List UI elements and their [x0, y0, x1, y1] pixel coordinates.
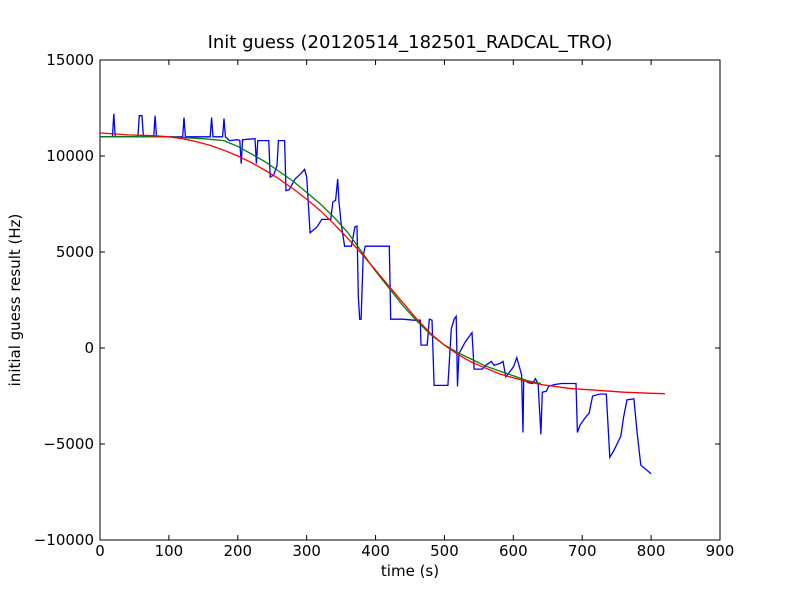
plot-area — [99, 59, 721, 541]
x-tick-label: 100 — [155, 542, 184, 560]
y-tick-label: 0 — [84, 339, 94, 357]
series-layer — [100, 113, 665, 475]
y-tick-label: 10000 — [46, 147, 94, 165]
x-axis-label: time (s) — [381, 562, 439, 580]
x-tick-label: 0 — [95, 542, 105, 560]
x-tick-label: 200 — [223, 542, 252, 560]
chart-title: Init guess (20120514_182501_RADCAL_TRO) — [208, 32, 613, 53]
x-tick-label: 600 — [499, 542, 528, 560]
tick-layer: 0 100 200 300 400 500 600 700 800 900 −10000 −5000 0… — [34, 51, 735, 560]
series-line-2 — [100, 136, 542, 385]
x-tick-label: 500 — [430, 542, 459, 560]
series-line-3 — [100, 132, 665, 395]
y-tick-label: 15000 — [46, 51, 94, 69]
y-tick-label: −10000 — [34, 531, 94, 549]
x-tick-label: 300 — [292, 542, 321, 560]
y-tick-label: 5000 — [56, 243, 94, 261]
x-tick-label: 400 — [361, 542, 390, 560]
x-tick-label: 700 — [568, 542, 597, 560]
x-tick-label: 900 — [706, 542, 735, 560]
x-tick-label: 800 — [637, 542, 666, 560]
y-axis-label: initial guess result (Hz) — [6, 214, 24, 387]
y-tick-label: −5000 — [43, 435, 94, 453]
series-line-1 — [100, 113, 652, 475]
